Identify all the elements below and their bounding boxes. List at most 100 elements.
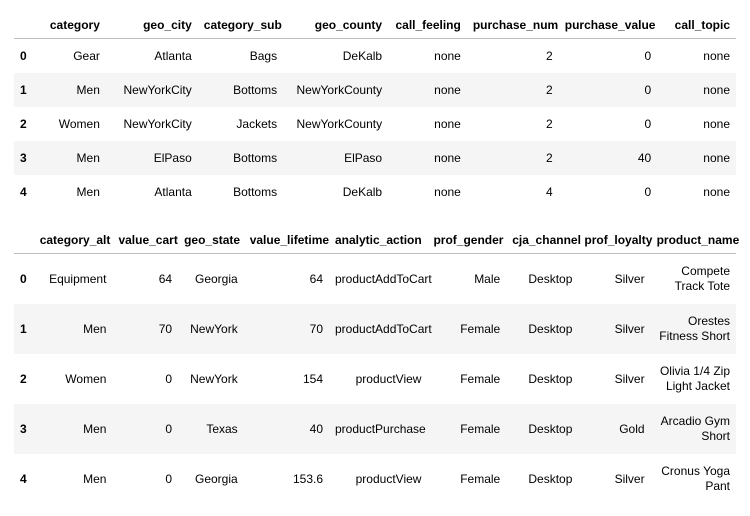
row-index: 3 [14, 404, 34, 454]
cell: Compete Track Tote [651, 254, 736, 305]
cell: Bags [198, 39, 283, 74]
table-row: 2WomenNewYorkCityJacketsNewYorkCountynon… [14, 107, 736, 141]
cell: 0 [559, 39, 657, 74]
column-header: category_alt [34, 227, 113, 254]
cell: none [657, 175, 736, 209]
cell: 0 [559, 107, 657, 141]
column-header: purchase_value [559, 12, 657, 39]
cell: 154 [244, 354, 329, 404]
cell: Men [34, 404, 113, 454]
column-header: value_lifetime [244, 227, 329, 254]
table-row: 4MenAtlantaBottomsDeKalbnone40none [14, 175, 736, 209]
cell: Men [40, 73, 106, 107]
cell: Female [427, 404, 506, 454]
cell: Desktop [506, 404, 578, 454]
cell: 64 [112, 254, 178, 305]
cell: 40 [244, 404, 329, 454]
column-header: prof_gender [427, 227, 506, 254]
cell: Women [34, 354, 113, 404]
cell: DeKalb [283, 175, 388, 209]
column-header: category [40, 12, 106, 39]
cell: Women [40, 107, 106, 141]
cell: Silver [578, 354, 650, 404]
cell: none [388, 73, 467, 107]
cell: Men [34, 304, 113, 354]
cell: Male [427, 254, 506, 305]
cell: NewYorkCity [106, 107, 198, 141]
cell: Olivia 1/4 Zip Light Jacket [651, 354, 736, 404]
cell: 64 [244, 254, 329, 305]
cell: none [657, 73, 736, 107]
cell: 2 [467, 73, 559, 107]
data-table-1: categorygeo_citycategory_subgeo_countyca… [14, 12, 736, 209]
cell: 2 [467, 141, 559, 175]
cell: Atlanta [106, 39, 198, 74]
table-row: 1Men70NewYork70productAddToCartFemaleDes… [14, 304, 736, 354]
column-header: geo_city [106, 12, 198, 39]
cell: Georgia [178, 254, 244, 305]
row-index: 4 [14, 454, 34, 504]
cell: 0 [559, 73, 657, 107]
cell: 0 [112, 454, 178, 504]
column-header: call_feeling [388, 12, 467, 39]
cell: Equipment [34, 254, 113, 305]
cell: 70 [112, 304, 178, 354]
cell: Atlanta [106, 175, 198, 209]
table-header-row: categorygeo_citycategory_subgeo_countyca… [14, 12, 736, 39]
cell: productAddToCart [329, 254, 427, 305]
table-row: 1MenNewYorkCityBottomsNewYorkCountynone2… [14, 73, 736, 107]
column-header: category_sub [198, 12, 283, 39]
table-row: 3MenElPasoBottomsElPasonone240none [14, 141, 736, 175]
column-header: purchase_num [467, 12, 559, 39]
cell: 0 [559, 175, 657, 209]
cell: productView [329, 454, 427, 504]
cell: Jackets [198, 107, 283, 141]
index-header [14, 227, 34, 254]
cell: 4 [467, 175, 559, 209]
cell: Cronus Yoga Pant [651, 454, 736, 504]
cell: Female [427, 354, 506, 404]
row-index: 1 [14, 73, 40, 107]
table-row: 0GearAtlantaBagsDeKalbnone20none [14, 39, 736, 74]
index-header [14, 12, 40, 39]
row-index: 0 [14, 39, 40, 74]
data-table-2: category_altvalue_cartgeo_statevalue_lif… [14, 227, 736, 504]
cell: Desktop [506, 354, 578, 404]
row-index: 3 [14, 141, 40, 175]
row-index: 0 [14, 254, 34, 305]
table-row: 4Men0Georgia153.6productViewFemaleDeskto… [14, 454, 736, 504]
cell: Men [34, 454, 113, 504]
cell: Bottoms [198, 141, 283, 175]
table-row: 3Men0Texas40productPurchaseFemaleDesktop… [14, 404, 736, 454]
column-header: geo_state [178, 227, 244, 254]
column-header: cja_channel [506, 227, 578, 254]
row-index: 1 [14, 304, 34, 354]
cell: productAddToCart [329, 304, 427, 354]
cell: none [388, 141, 467, 175]
cell: none [388, 175, 467, 209]
cell: none [388, 39, 467, 74]
cell: ElPaso [283, 141, 388, 175]
table2-head: category_altvalue_cartgeo_statevalue_lif… [14, 227, 736, 254]
column-header: prof_loyalty [578, 227, 650, 254]
cell: Desktop [506, 454, 578, 504]
cell: none [657, 107, 736, 141]
cell: Silver [578, 304, 650, 354]
table1-head: categorygeo_citycategory_subgeo_countyca… [14, 12, 736, 39]
row-index: 4 [14, 175, 40, 209]
cell: Orestes Fitness Short [651, 304, 736, 354]
cell: 0 [112, 354, 178, 404]
cell: Bottoms [198, 73, 283, 107]
cell: Arcadio Gym Short [651, 404, 736, 454]
row-index: 2 [14, 107, 40, 141]
cell: Georgia [178, 454, 244, 504]
cell: productView [329, 354, 427, 404]
cell: none [388, 107, 467, 141]
cell: NewYork [178, 354, 244, 404]
table1-body: 0GearAtlantaBagsDeKalbnone20none1MenNewY… [14, 39, 736, 210]
row-index: 2 [14, 354, 34, 404]
column-header: geo_county [283, 12, 388, 39]
cell: 2 [467, 39, 559, 74]
cell: Female [427, 304, 506, 354]
column-header: value_cart [112, 227, 178, 254]
